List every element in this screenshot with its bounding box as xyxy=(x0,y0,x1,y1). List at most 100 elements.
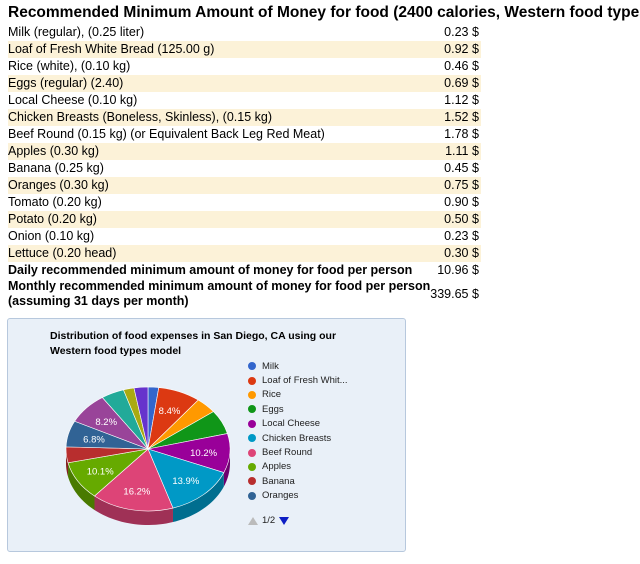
pie-slice-label: 6.8% xyxy=(83,435,105,446)
food-item-name: Potato (0.20 kg) xyxy=(8,211,431,228)
chart-legend: Milk Loaf of Fresh Whit... Rice Eggs Local C… xyxy=(248,359,348,503)
legend-color-dot xyxy=(248,419,256,428)
legend-color-dot xyxy=(248,448,256,457)
legend-label: Loaf of Fresh Whit... xyxy=(262,375,348,387)
food-item-name: Milk (regular), (0.25 liter) xyxy=(8,25,145,39)
food-item-row: Rice (white), (0.10 kg) 0.46 $ xyxy=(8,58,481,75)
food-item-price: 1.11 $ xyxy=(430,143,481,160)
food-item-price: 0.46 $ xyxy=(444,59,479,73)
page-title: Recommended Minimum Amount of Money for … xyxy=(8,4,640,21)
pie-slice-label: 8.4% xyxy=(159,406,181,417)
legend-label: Oranges xyxy=(262,490,299,502)
food-item-name: Eggs (regular) (2.40) xyxy=(8,75,431,92)
monthly-total-row: Monthly recommended minimum amount of mo… xyxy=(8,279,481,309)
food-item-row: Potato (0.20 kg) 0.50 $ xyxy=(8,211,481,228)
pie-chart: 8.4% 10.2% 13.9% 16.2% 10.1% 6.8% 8.2% xyxy=(65,386,231,525)
food-item-name: Oranges (0.30 kg) xyxy=(8,177,431,194)
pie-slice xyxy=(94,448,174,512)
pie-slice xyxy=(133,386,149,450)
food-item-name: Lettuce (0.20 head) xyxy=(8,245,431,262)
monthly-total-label-line2: (assuming 31 days per month) xyxy=(8,294,189,308)
legend-item[interactable]: Loaf of Fresh Whit... xyxy=(248,373,348,387)
food-item-name: Rice (white), (0.10 kg) xyxy=(8,59,131,73)
legend-label: Local Cheese xyxy=(262,418,321,430)
monthly-total-label: Monthly recommended minimum amount of mo… xyxy=(8,279,430,309)
food-item-name: Beef Round (0.15 kg) (or Equivalent Back… xyxy=(8,127,325,141)
food-item-name: Loaf of Fresh White Bread (125.00 g) xyxy=(8,41,431,58)
pie-slice-side xyxy=(172,472,224,523)
food-item-name: Local Cheese (0.10 kg) xyxy=(8,93,138,107)
legend-item[interactable]: Eggs xyxy=(248,402,348,416)
legend-label: Beef Round xyxy=(262,447,313,459)
legend-label: Eggs xyxy=(262,403,284,415)
legend-item[interactable]: Chicken Breasts xyxy=(248,431,348,445)
food-item-price: 0.90 $ xyxy=(444,195,479,209)
food-item-name: Chicken Breasts (Boneless, Skinless), (0… xyxy=(8,109,431,126)
legend-color-dot xyxy=(248,462,256,471)
legend-color-dot xyxy=(248,362,256,371)
daily-total-label: Daily recommended minimum amount of mone… xyxy=(8,263,413,277)
legend-item[interactable]: Local Cheese xyxy=(248,417,348,431)
legend-item[interactable]: Milk xyxy=(248,359,348,373)
legend-item[interactable]: Banana xyxy=(248,474,348,488)
legend-color-dot xyxy=(248,491,256,500)
legend-pager: 1/2 xyxy=(248,515,290,526)
food-item-row: Beef Round (0.15 kg) (or Equivalent Back… xyxy=(8,126,481,143)
pie-slice-label: 8.2% xyxy=(95,417,117,428)
legend-label: Chicken Breasts xyxy=(262,432,332,444)
pie-slice-label: 10.2% xyxy=(190,448,217,459)
food-item-row: Apples (0.30 kg) 1.11 $ xyxy=(8,143,481,160)
food-item-price: 0.50 $ xyxy=(430,211,481,228)
food-item-row: Onion (0.10 kg) 0.23 $ xyxy=(8,228,481,245)
pie-slice-side xyxy=(94,495,173,525)
legend-color-dot xyxy=(248,405,256,414)
legend-prev-page-icon[interactable] xyxy=(248,516,258,525)
food-item-row: Oranges (0.30 kg) 0.75 $ xyxy=(8,177,481,194)
legend-label: Rice xyxy=(262,389,282,401)
food-item-price: 0.92 $ xyxy=(430,41,481,58)
food-item-name: Onion (0.10 kg) xyxy=(8,229,95,243)
food-item-row: Loaf of Fresh White Bread (125.00 g) 0.92… xyxy=(8,41,481,58)
food-item-price: 0.75 $ xyxy=(430,177,481,194)
legend-color-dot xyxy=(248,390,256,399)
food-item-row: Tomato (0.20 kg) 0.90 $ xyxy=(8,194,481,211)
food-item-row: Milk (regular), (0.25 liter) 0.23 $ xyxy=(8,24,481,41)
legend-next-page-icon[interactable] xyxy=(279,516,290,525)
legend-item[interactable]: Rice xyxy=(248,388,348,402)
pie-slice-label: 10.1% xyxy=(87,467,114,478)
food-item-price: 0.30 $ xyxy=(430,245,481,262)
food-item-name: Apples (0.30 kg) xyxy=(8,143,431,160)
food-item-name: Tomato (0.20 kg) xyxy=(8,195,102,209)
chart-title: Distribution of food expenses in San Die… xyxy=(50,330,337,357)
food-item-price: 0.23 $ xyxy=(444,25,479,39)
legend-color-dot xyxy=(248,376,256,385)
food-item-row: Banana (0.25 kg) 0.45 $ xyxy=(8,160,481,177)
food-item-price: 1.52 $ xyxy=(430,109,481,126)
daily-total-value: 10.96 $ xyxy=(437,263,479,277)
food-item-row: Chicken Breasts (Boneless, Skinless), (0… xyxy=(8,109,481,126)
legend-label: Milk xyxy=(262,360,279,372)
pie-slice-side xyxy=(68,462,95,510)
legend-item[interactable]: Beef Round xyxy=(248,445,348,459)
legend-page-indicator: 1/2 xyxy=(262,515,276,526)
food-item-price: 1.12 $ xyxy=(444,93,479,107)
pie-chart-panel: Distribution of food expenses in San Die… xyxy=(7,318,406,552)
monthly-total-value: 339.65 $ xyxy=(430,286,479,301)
food-item-price: 0.45 $ xyxy=(444,161,479,175)
food-item-price: 0.23 $ xyxy=(444,229,479,243)
food-item-price: 1.78 $ xyxy=(444,127,479,141)
food-item-row: Eggs (regular) (2.40) 0.69 $ xyxy=(8,75,481,92)
legend-color-dot xyxy=(248,477,256,486)
monthly-total-label-line1: Monthly recommended minimum amount of mo… xyxy=(8,279,431,293)
food-cost-table: Milk (regular), (0.25 liter) 0.23 $ Loaf o… xyxy=(8,24,481,309)
pie-slice-label: 13.9% xyxy=(172,476,199,487)
pie-slice-side xyxy=(223,449,230,487)
pie-slice-label: 16.2% xyxy=(123,486,150,497)
legend-label: Banana xyxy=(262,475,295,487)
legend-color-dot xyxy=(248,434,256,443)
legend-item[interactable]: Oranges xyxy=(248,489,348,503)
legend-item[interactable]: Apples xyxy=(248,460,348,474)
legend-label: Apples xyxy=(262,461,292,473)
food-item-price: 0.69 $ xyxy=(430,75,481,92)
food-item-row: Lettuce (0.20 head) 0.30 $ xyxy=(8,245,481,262)
